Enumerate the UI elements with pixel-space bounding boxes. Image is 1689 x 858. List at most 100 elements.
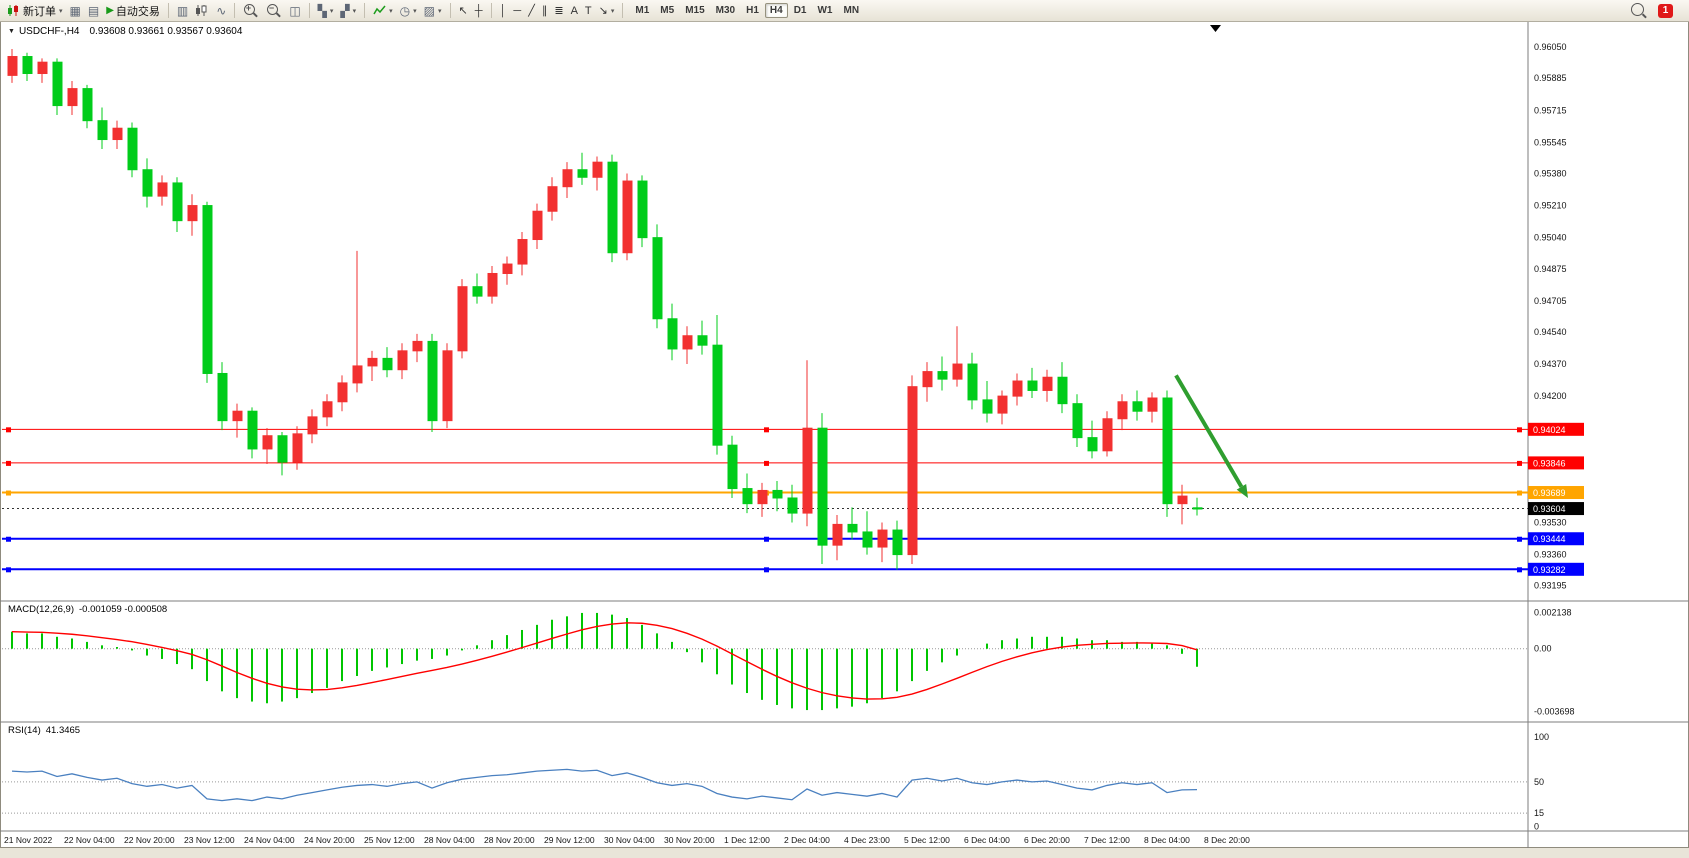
candle-body [52,61,63,107]
channel-button[interactable]: ∥ [539,2,551,20]
level-handle[interactable] [1517,536,1522,542]
candle-body [937,371,948,380]
auto-trading-button[interactable]: ▶ 自动交易 [103,2,163,20]
auto-arrange-icon: ▚ [317,3,327,18]
current-price-tag-label: 0.93604 [1533,504,1566,514]
level-handle[interactable] [6,490,11,496]
candle-body [247,410,258,450]
text-icon: A [570,4,578,17]
candle-body [517,239,528,265]
candle-body [127,127,138,171]
cursor-button[interactable]: ↖ [456,2,471,20]
profiles-button[interactable]: ▤ [85,2,102,20]
level-handle[interactable] [764,567,769,573]
timeframe-button-w1[interactable]: W1 [817,5,833,16]
text-button[interactable]: A [568,2,581,20]
level-handle[interactable] [6,460,11,466]
candle-body [1027,380,1038,391]
candlestick-chart-button[interactable] [192,2,212,20]
symbol-collapse-icon[interactable]: ▼ [8,28,15,35]
crosshair-button[interactable]: ┼ [472,2,486,20]
timeframe-button-h4[interactable]: H4 [764,3,788,18]
bar-chart-button[interactable]: ▥ [174,2,191,20]
level-handle[interactable] [6,567,11,573]
timeframe-button-mn[interactable]: MN [843,5,860,16]
level-price-tag [1528,422,1584,436]
level-handle[interactable] [1517,427,1522,433]
time-axis-label: 24 Nov 20:00 [304,835,355,845]
rsi-name: RSI(14) [8,725,41,736]
level-handle[interactable] [1517,490,1522,496]
zoom-in-button[interactable]: + [240,2,262,20]
toolbar-separator [622,3,624,18]
price-tick-label: 0.95885 [1534,73,1567,83]
candle-body [1192,507,1203,510]
arrow-shape-icon: ↘ [598,4,608,17]
bar-chart-icon: ▥ [176,3,189,18]
tile-windows-icon: ◫ [289,3,301,18]
line-chart-button[interactable]: ∿ [213,2,229,20]
timeframe-button-h1[interactable]: H1 [746,5,759,16]
level-handle[interactable] [6,536,11,542]
candle-body [157,182,168,197]
auto-arrange-button[interactable]: ▚ ▾ [315,2,337,20]
candle-body [307,416,318,435]
tile-windows-button[interactable]: ◫ [286,2,303,20]
level-handle[interactable] [764,460,769,466]
trendline-button[interactable]: ╱ [525,2,538,20]
text-label-button[interactable]: T [582,2,595,20]
notifications-badge[interactable]: 1 [1658,3,1673,18]
shift-end-marker[interactable] [1210,25,1221,32]
candle-body [892,529,903,556]
candle-body [1102,418,1113,452]
fibonacci-button[interactable]: ≣ [551,2,566,20]
candle-body [787,497,798,514]
candle-body [142,169,153,197]
time-axis-label: 5 Dec 12:00 [904,835,950,845]
periods-icon: ◷ [399,3,411,18]
horizontal-line-button[interactable]: ─ [510,2,524,20]
timeframe-button-d1[interactable]: D1 [793,5,807,16]
main-toolbar: 新订单 ▾ ▦ ▤ ▶ 自动交易 ▥ ∿ + − ◫ ▚ ▾ ▞ ▾ ▾ ◷ ▾ ▨ ▾… [0,0,1689,22]
periods-button[interactable]: ◷ ▾ [397,2,420,20]
vertical-line-icon: │ [499,4,507,17]
candle-body [22,56,33,75]
new-order-button[interactable]: 新订单 ▾ [4,2,66,20]
charts-button[interactable]: ▦ [67,2,84,20]
candle-body [577,169,588,178]
price-tick-label: 0.94200 [1534,391,1567,401]
level-handle[interactable] [1517,460,1522,466]
vertical-line-button[interactable]: │ [497,2,510,20]
templates-icon: ▨ [423,3,436,18]
candle-body [877,529,888,548]
timeframe-button-m30[interactable]: M30 [715,5,736,16]
trend-arrow[interactable] [1174,374,1244,488]
zoom-in-icon: + [244,3,256,15]
level-handle[interactable] [764,427,769,433]
rsi-line [11,768,1198,802]
time-axis-label: 2 Dec 04:00 [784,835,830,845]
cascade-windows-button[interactable]: ▞ ▾ [337,2,359,20]
candle-body [832,523,843,546]
search-button[interactable] [1627,2,1651,20]
candle-body [802,427,813,514]
macd-tick-label: 0.002138 [1534,607,1572,617]
indicators-button[interactable]: ▾ [370,2,396,20]
level-price-tag [1528,562,1584,576]
time-axis-label: 28 Nov 04:00 [424,835,475,845]
timeframe-button-m15[interactable]: M15 [685,5,705,16]
zoom-out-button[interactable]: − [263,2,285,20]
candle-body [667,318,678,350]
templates-button[interactable]: ▨ ▾ [421,2,445,20]
candle-body [757,489,768,505]
timeframe-button-m5[interactable]: M5 [660,5,675,16]
shapes-button[interactable]: ↘ ▾ [596,2,618,20]
timeframe-button-m1[interactable]: M1 [635,5,650,16]
level-handle[interactable] [6,427,11,433]
trend-arrow-head[interactable] [1236,483,1248,498]
level-handle[interactable] [764,536,769,542]
caret-icon: ▾ [610,7,615,15]
level-handle[interactable] [1517,567,1522,573]
candle-body [1042,376,1053,391]
